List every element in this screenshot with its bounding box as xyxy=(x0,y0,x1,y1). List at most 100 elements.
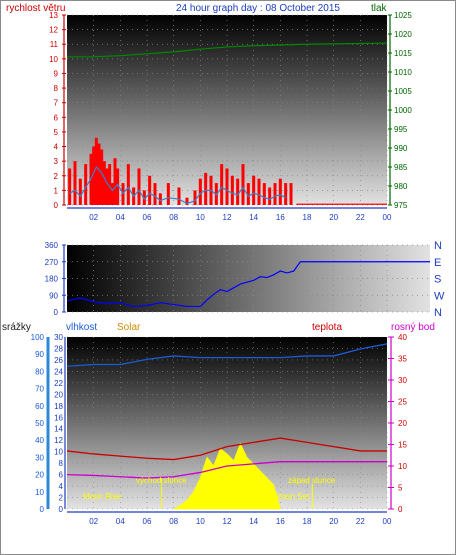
wind-xtick-label: 10 xyxy=(196,213,205,222)
solar-area xyxy=(173,442,281,510)
climate-xtick-label: 00 xyxy=(383,517,392,526)
climate-xtick-label: 10 xyxy=(196,517,205,526)
climate-axes: 0102030405060708090100024681012141618202… xyxy=(31,333,408,526)
humidity-ytick-label: 20 xyxy=(54,390,63,399)
temperature-line xyxy=(66,437,387,461)
rain-ytick-label: 40 xyxy=(35,436,44,445)
wind-ytick-label: 6 xyxy=(54,113,59,122)
wind-ytick-label: 1 xyxy=(54,186,59,195)
rain-ytick-label: 80 xyxy=(35,367,44,376)
humidity-ytick-label: 24 xyxy=(54,367,63,376)
solar-label: Solar xyxy=(117,322,141,333)
wind-ytick-label: 7 xyxy=(54,99,59,108)
climate-xtick-label: 16 xyxy=(276,517,285,526)
wind-ylabel: rychlost větru xyxy=(6,3,65,14)
wind-ytick-label: 2 xyxy=(54,172,59,181)
wind-xtick-label: 16 xyxy=(276,213,285,222)
pressure-ytick-label: 1025 xyxy=(394,11,412,20)
humidity-ytick-label: 10 xyxy=(54,448,63,457)
wind-ytick-label: 10 xyxy=(49,55,58,64)
pressure-ytick-label: 975 xyxy=(394,201,408,210)
direction-ytick-label: 180 xyxy=(45,275,59,284)
direction-ytick-label: 270 xyxy=(45,258,59,267)
direction-grid xyxy=(67,244,430,313)
temp-ytick-label: 35 xyxy=(398,355,407,364)
wind-ytick-label: 12 xyxy=(49,26,58,35)
direction-axes: 0 N 90 W 180 S 270 E 360 N xyxy=(45,240,445,319)
humidity-ytick-label: 4 xyxy=(59,482,64,491)
rain-ytick-label: 50 xyxy=(35,419,44,428)
climate-xtick-label: 04 xyxy=(116,517,125,526)
climate-xtick-label: 20 xyxy=(329,517,338,526)
wind-xtick-label: 02 xyxy=(89,213,98,222)
wind-xtick-label: 14 xyxy=(249,213,258,222)
humidity-ytick-label: 30 xyxy=(54,333,63,342)
pressure-ytick-label: 980 xyxy=(394,182,408,191)
pressure-ytick-label: 990 xyxy=(394,144,408,153)
compass-label: N xyxy=(434,307,442,319)
temp-ytick-label: 20 xyxy=(398,419,407,428)
compass-label: E xyxy=(434,257,441,269)
pressure-ytick-label: 1000 xyxy=(394,106,412,115)
rain-ytick-label: 100 xyxy=(31,333,45,342)
wind-ytick-label: 8 xyxy=(54,84,59,93)
pressure-ytick-label: 995 xyxy=(394,125,408,134)
humidity-label: vlhkost xyxy=(66,322,97,333)
wind-ytick-label: 11 xyxy=(50,40,59,49)
wind-average-line xyxy=(69,165,286,205)
pressure-ytick-label: 1005 xyxy=(394,87,412,96)
direction-ytick-label: 0 xyxy=(54,308,59,317)
temperature-label: teplota xyxy=(312,322,342,333)
humidity-ytick-label: 12 xyxy=(54,436,63,445)
wind-xtick-label: 04 xyxy=(116,213,125,222)
direction-plot-area xyxy=(67,245,430,312)
temp-ytick-label: 10 xyxy=(398,462,407,471)
pressure-ytick-label: 1010 xyxy=(394,68,412,77)
humidity-line xyxy=(66,343,388,367)
dewpoint-line xyxy=(66,461,387,479)
humidity-ytick-label: 2 xyxy=(59,494,64,503)
humidity-ytick-label: 6 xyxy=(59,471,64,480)
humidity-ytick-label: 8 xyxy=(59,459,64,468)
climate-xtick-label: 14 xyxy=(249,517,258,526)
humidity-ytick-label: 14 xyxy=(54,425,63,434)
direction-ytick-label: 360 xyxy=(45,241,59,250)
direction-line xyxy=(66,261,387,308)
rain-ytick-label: 0 xyxy=(40,505,45,514)
wind-ytick-label: 3 xyxy=(54,157,59,166)
rain-ytick-label: 20 xyxy=(35,471,44,480)
climate-xtick-label: 18 xyxy=(303,517,312,526)
sunset-annotation: západ slunce xyxy=(288,476,336,485)
wind-ytick-label: 5 xyxy=(54,128,59,137)
rain-ytick-label: 10 xyxy=(35,488,44,497)
temp-ytick-label: 5 xyxy=(398,484,403,493)
humidity-ytick-label: 18 xyxy=(54,402,63,411)
humidity-ytick-label: 28 xyxy=(54,344,63,353)
rain-ytick-label: 60 xyxy=(35,402,44,411)
wind-xtick-label: 12 xyxy=(223,213,232,222)
humidity-ytick-label: 0 xyxy=(59,505,64,514)
wind-ytick-label: 0 xyxy=(54,201,59,210)
pressure-ytick-label: 1020 xyxy=(394,30,412,39)
chart-title: 24 hour graph day : 08 October 2015 xyxy=(176,3,340,14)
climate-xtick-label: 12 xyxy=(223,517,232,526)
pressure-ylabel: tlak xyxy=(371,3,388,14)
humidity-ytick-label: 22 xyxy=(54,379,63,388)
temp-ytick-label: 40 xyxy=(398,333,407,342)
humidity-ytick-label: 16 xyxy=(54,413,63,422)
wind-ytick-label: 13 xyxy=(49,11,58,20)
climate-xtick-label: 02 xyxy=(89,517,98,526)
rain-ytick-label: 30 xyxy=(35,453,44,462)
wind-xtick-label: 22 xyxy=(356,213,365,222)
climate-marks: Moon Rise východ slunce západ slunce Moon S… xyxy=(66,343,388,510)
wind-xtick-label: 00 xyxy=(383,213,392,222)
rain-ytick-label: 90 xyxy=(35,350,44,359)
rain-label: srážky xyxy=(2,322,31,333)
wind-ytick-label: 4 xyxy=(54,143,59,152)
pressure-ytick-label: 1015 xyxy=(394,49,412,58)
wind-xtick-label: 20 xyxy=(329,213,338,222)
temp-ytick-label: 15 xyxy=(398,441,407,450)
compass-label: N xyxy=(434,240,442,252)
moon-rise-annotation: Moon Rise xyxy=(83,492,122,501)
